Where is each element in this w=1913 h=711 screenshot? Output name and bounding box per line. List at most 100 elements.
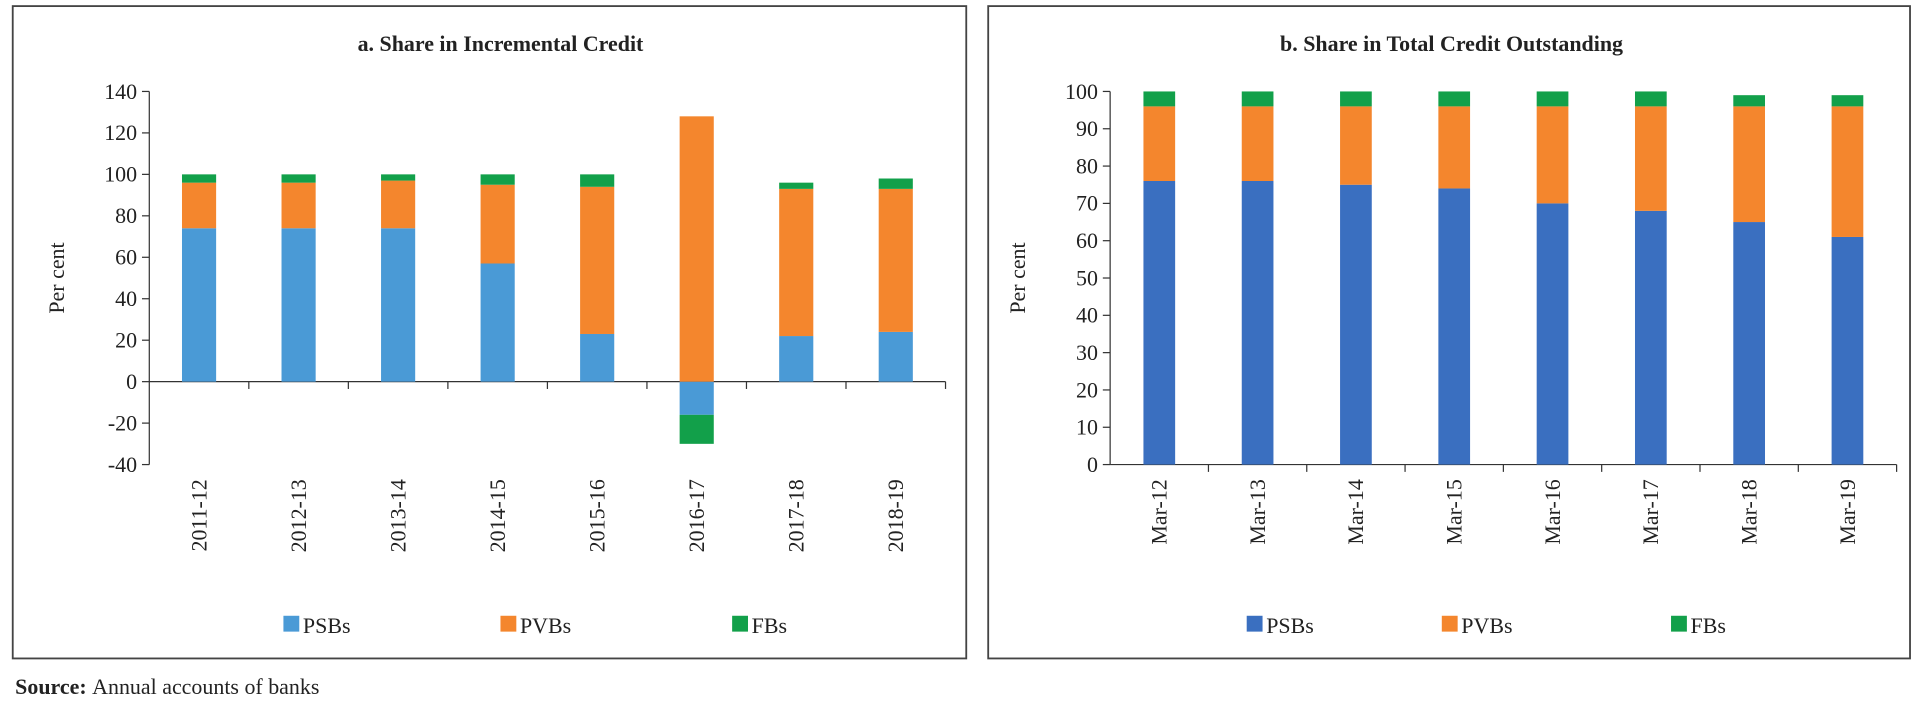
bar xyxy=(1536,203,1569,465)
y-tick-label: 70 xyxy=(1076,191,1098,216)
legend-swatch xyxy=(1441,615,1458,632)
y-tick-label: 80 xyxy=(115,203,137,228)
bar xyxy=(1340,106,1372,185)
bar xyxy=(1733,222,1766,465)
bar xyxy=(1634,210,1667,465)
y-tick-label: 50 xyxy=(1076,265,1098,290)
y-tick-label: 10 xyxy=(1076,415,1098,440)
y-tick-label: -40 xyxy=(108,452,137,477)
x-tick-label: 2011-12 xyxy=(186,479,211,551)
legend-label: PVBs xyxy=(520,613,571,638)
bar xyxy=(779,182,814,189)
bar xyxy=(480,174,515,185)
y-tick-label: 40 xyxy=(115,286,137,311)
x-tick-label: Mar-14 xyxy=(1343,479,1368,544)
bar xyxy=(1438,188,1471,465)
bar xyxy=(1340,91,1372,107)
bar xyxy=(1143,91,1176,107)
bar xyxy=(679,116,714,382)
legend-swatch xyxy=(732,615,748,632)
legend-label: PSBs xyxy=(1266,613,1314,638)
bar xyxy=(1241,106,1274,181)
y-tick-label: 120 xyxy=(104,120,137,145)
y-tick-label: 90 xyxy=(1076,116,1098,141)
bar xyxy=(480,263,515,382)
x-tick-label: 2013-14 xyxy=(385,479,410,552)
chart-title: b. Share in Total Credit Outstanding xyxy=(1280,31,1623,56)
y-tick-label: 80 xyxy=(1076,153,1098,178)
bar xyxy=(1241,180,1274,465)
y-tick-label: 140 xyxy=(104,79,137,104)
x-tick-label: 2018-19 xyxy=(883,479,908,552)
bar xyxy=(1634,106,1667,211)
bar xyxy=(381,180,416,229)
y-axis-label: Per cent xyxy=(44,242,69,313)
y-tick-label: 60 xyxy=(115,245,137,270)
bar xyxy=(580,333,615,382)
legend-label: PSBs xyxy=(303,613,351,638)
bar xyxy=(1536,106,1569,204)
bar xyxy=(281,174,316,183)
y-tick-label: 0 xyxy=(1087,452,1098,477)
y-tick-label: 20 xyxy=(1076,377,1098,402)
y-tick-label: 100 xyxy=(1065,79,1098,104)
bar xyxy=(878,331,913,382)
x-tick-label: Mar-16 xyxy=(1540,479,1565,544)
x-tick-label: 2015-16 xyxy=(584,479,609,552)
bar xyxy=(1831,106,1864,237)
y-axis-label: Per cent xyxy=(1005,242,1030,313)
x-tick-label: 2016-17 xyxy=(684,479,709,552)
bar xyxy=(381,228,416,382)
bar xyxy=(1634,91,1667,107)
bar xyxy=(181,182,217,229)
y-tick-label: 0 xyxy=(126,369,137,394)
bar xyxy=(1438,106,1471,189)
legend-swatch xyxy=(500,615,517,632)
x-tick-label: 2014-15 xyxy=(485,479,510,552)
bar xyxy=(679,414,714,444)
legend-swatch xyxy=(283,615,300,632)
bar xyxy=(779,188,814,337)
bar xyxy=(181,174,217,183)
y-tick-label: 40 xyxy=(1076,303,1098,328)
bar xyxy=(281,182,316,229)
source-text: Annual accounts of banks xyxy=(92,674,319,699)
bar xyxy=(181,228,217,382)
y-tick-label: -20 xyxy=(108,410,137,435)
y-tick-label: 60 xyxy=(1076,228,1098,253)
bar xyxy=(1831,95,1864,107)
bar xyxy=(580,186,615,334)
bar xyxy=(1143,180,1176,465)
bar xyxy=(1340,184,1372,465)
bar xyxy=(878,178,913,189)
source-label: Source: xyxy=(15,674,87,699)
bar xyxy=(381,174,416,181)
bar xyxy=(580,174,615,187)
x-tick-label: 2012-13 xyxy=(286,479,311,552)
x-tick-label: Mar-12 xyxy=(1147,479,1172,544)
x-tick-label: 2017-18 xyxy=(784,479,809,552)
source: Source: Annual accounts of banks xyxy=(15,674,319,699)
chart-title: a. Share in Incremental Credit xyxy=(358,31,644,56)
bar xyxy=(779,336,814,382)
legend-label: FBs xyxy=(1691,613,1726,638)
y-tick-label: 30 xyxy=(1076,340,1098,365)
legend-label: FBs xyxy=(752,613,787,638)
legend-swatch xyxy=(1671,615,1687,632)
bar xyxy=(1831,236,1864,465)
bar xyxy=(1733,106,1766,223)
bar xyxy=(480,184,515,264)
x-tick-label: Mar-13 xyxy=(1245,479,1270,544)
y-tick-label: 20 xyxy=(115,328,137,353)
bar xyxy=(679,381,714,415)
x-tick-label: Mar-17 xyxy=(1638,479,1663,544)
bar xyxy=(1241,91,1274,107)
bar xyxy=(1438,91,1471,107)
y-tick-label: 100 xyxy=(104,162,137,187)
bar xyxy=(878,188,913,332)
x-tick-label: Mar-15 xyxy=(1442,479,1467,544)
x-tick-label: Mar-19 xyxy=(1835,479,1860,544)
bar xyxy=(281,228,316,382)
legend-swatch xyxy=(1246,615,1263,632)
